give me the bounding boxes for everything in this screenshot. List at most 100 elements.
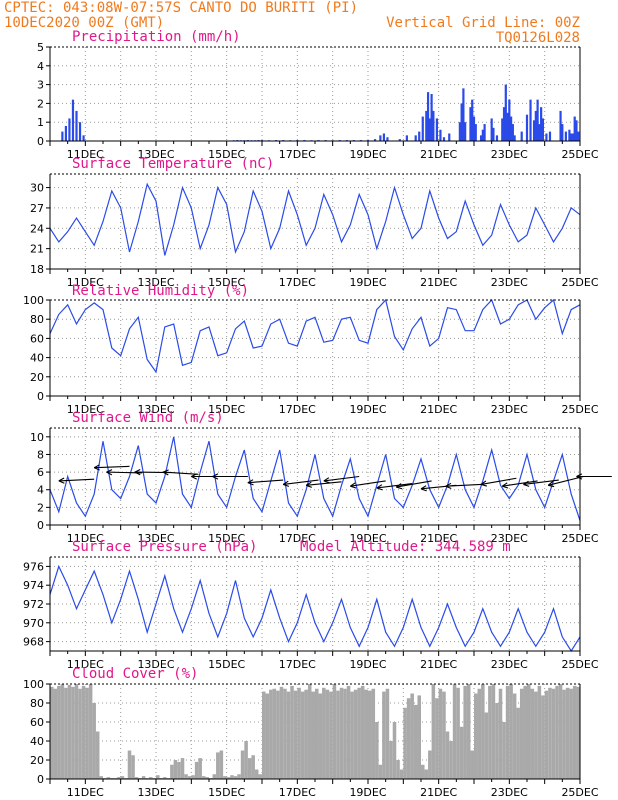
precip-bar	[541, 118, 544, 141]
wind-arrow	[523, 479, 559, 487]
cloud-bar	[336, 690, 340, 779]
cloud-bar	[240, 750, 245, 779]
precip-bar	[421, 116, 424, 141]
cloud-bar	[265, 693, 270, 779]
cloud-bar	[576, 686, 580, 779]
cloud-bar	[346, 685, 351, 779]
cloud-x-tick-label: 19DEC	[349, 786, 386, 799]
cloud-bar	[201, 776, 206, 779]
wind-arrow	[501, 480, 538, 489]
precip-bar	[492, 127, 495, 141]
precip-y-tick-label: 2	[37, 97, 44, 110]
precip-x-tick-label: 17DEC	[279, 148, 316, 161]
precip-bar	[573, 116, 576, 141]
cloud-bar	[194, 761, 199, 779]
precip-bar	[506, 112, 509, 141]
precip-bar	[75, 110, 78, 141]
cloud-bar	[315, 688, 319, 779]
wind-y-tick-label: 10	[30, 431, 44, 444]
cloud-bar	[452, 684, 457, 779]
rh-x-tick-label: 25DEC	[561, 403, 598, 416]
precip-bar	[529, 99, 532, 141]
precip-x-tick-label: 23DEC	[491, 148, 528, 161]
cloud-bar	[156, 775, 160, 779]
header-grid-line: Vertical Grid Line: 00Z	[386, 15, 580, 31]
rh-y-tick-label: 0	[37, 390, 44, 403]
precip-bar	[536, 99, 539, 141]
temp-x-tick-label: 17DEC	[279, 276, 316, 289]
temp-x-tick-label: 11DEC	[67, 276, 104, 289]
precip-bar	[510, 116, 513, 141]
cloud-bar	[537, 685, 542, 779]
pressure-series-line	[49, 564, 581, 653]
cloud-y-tick-label: 80	[30, 697, 44, 710]
precip-bar	[483, 124, 486, 141]
temp-y-tick-label: 30	[30, 182, 44, 195]
cloud-bar	[180, 758, 185, 779]
rh-y-tick-label: 60	[30, 332, 44, 345]
cloud-bar	[350, 691, 354, 779]
pressure-x-tick-label: 11DEC	[67, 658, 104, 671]
temp-x-tick-label: 13DEC	[137, 276, 174, 289]
precip-bar	[575, 120, 578, 141]
temp-y-tick-label: 27	[30, 202, 44, 215]
cloud-bar	[134, 777, 139, 779]
wind-x-tick-label: 17DEC	[279, 532, 316, 545]
cloud-bar	[456, 687, 460, 779]
precip-bar	[78, 122, 82, 141]
cloud-bar	[187, 776, 192, 779]
cloud-bar	[491, 684, 496, 779]
pressure-x-tick-label: 13DEC	[137, 658, 174, 671]
wind-x-tick-label: 15DEC	[208, 532, 245, 545]
pressure-title: Surface Pressure (hPa)	[72, 539, 257, 555]
rh-x-tick-label: 21DEC	[420, 403, 457, 416]
precip-bar	[545, 133, 548, 141]
cloud-bar	[300, 691, 305, 779]
cloud-bar	[530, 688, 535, 779]
cloud-bar	[247, 758, 252, 779]
cloud-bar	[233, 776, 238, 779]
cloud-x-tick-label: 23DEC	[491, 786, 528, 799]
cloud-bar	[371, 688, 376, 779]
rh-y-tick-label: 20	[30, 371, 44, 384]
temp-x-tick-label: 21DEC	[420, 276, 457, 289]
pressure-x-tick-label: 17DEC	[279, 658, 316, 671]
precip-bar	[559, 110, 562, 141]
precip-y-tick-label: 4	[37, 60, 44, 73]
cloud-bar	[378, 764, 383, 779]
cloud-bar	[516, 707, 520, 779]
temp-x-tick-label: 25DEC	[561, 276, 598, 289]
precip-bar	[68, 118, 71, 141]
precip-bar	[432, 110, 435, 141]
cloud-bar	[106, 777, 111, 779]
cloud-bar	[198, 758, 202, 779]
cloud-bar	[184, 774, 188, 779]
precip-y-tick-label: 5	[37, 41, 44, 54]
wind-arrow	[445, 482, 482, 490]
precip-y-tick-label: 3	[37, 79, 44, 92]
temp-y-tick-label: 24	[30, 222, 44, 235]
cloud-bar	[392, 722, 397, 779]
temp-x-tick-label: 23DEC	[491, 276, 528, 289]
precip-bar	[508, 99, 511, 141]
precip-x-tick-label: 21DEC	[420, 148, 457, 161]
cloud-bar	[297, 687, 301, 779]
cloud-bar	[325, 689, 330, 779]
cloud-bar	[572, 685, 577, 779]
cloud-bar	[548, 687, 552, 779]
precip-bar	[448, 133, 451, 141]
precip-bar	[458, 122, 461, 141]
cloud-bar	[81, 685, 86, 779]
pressure-y-tick-label: 970	[23, 617, 44, 630]
cloud-bar	[269, 689, 273, 779]
wind-x-tick-label: 19DEC	[349, 532, 386, 545]
cloud-bar	[519, 688, 524, 779]
precip-x-tick-label: 15DEC	[208, 148, 245, 161]
rh-title: Relative Humidity (%)	[72, 283, 249, 299]
cloud-bar	[223, 776, 227, 779]
cloud-y-tick-label: 40	[30, 735, 44, 748]
temp-y-tick-label: 18	[30, 263, 44, 276]
cloud-bar	[569, 688, 573, 779]
precipitation-panel: Precipitation (mm/h) 0 1 2 3 4 5 11DEC 13DEC 15DE…	[37, 29, 599, 161]
